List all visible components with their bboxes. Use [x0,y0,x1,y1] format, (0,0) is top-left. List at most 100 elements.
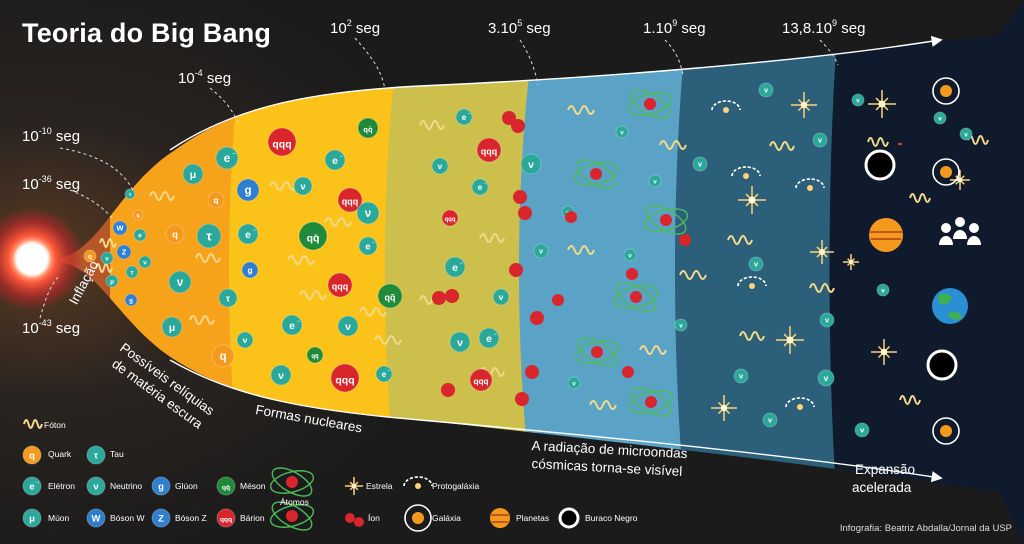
time-t1-base: 10 [22,320,39,337]
svg-text:ν: ν [860,426,864,435]
quark-particle: q [165,224,185,244]
neutrino-particle: ν [762,412,778,428]
boson-z-particle: Z [116,244,132,260]
ion [622,366,634,378]
legend-planets: Planetas [516,513,550,523]
svg-text:q: q [213,195,218,205]
neutrino-particle: ν [293,176,313,196]
leader-t5 [354,37,386,91]
big-bang-core [14,241,50,277]
svg-text:qqq: qqq [342,197,359,207]
photon-wave [659,140,687,150]
photon-wave [479,367,505,377]
svg-text:τ: τ [131,269,134,276]
svg-text:−: − [494,332,498,338]
time-t3-exp: -10 [38,126,52,136]
svg-text:e: e [138,232,142,239]
neutrino-particle: ν [933,111,947,125]
meson-particle: qq̄ [357,117,379,139]
neutrino-particle: ν [356,201,380,225]
ion [441,383,455,397]
svg-text:ν: ν [365,208,371,220]
protogalaxy [785,397,815,410]
svg-text:e: e [452,262,458,274]
neutrino-particle: ν [492,288,510,306]
planet [898,143,902,145]
svg-text:ν: ν [818,136,822,145]
svg-text:ν: ν [572,380,576,387]
photon-wave [189,315,215,325]
photon-wave [269,181,297,191]
svg-text:e: e [365,241,370,252]
neutrino-particle: ν [567,376,581,390]
photon-wave [867,137,889,147]
time-t2-unit: seg [55,176,81,193]
time-t6-unit: seg [526,20,551,37]
legend-star: Estrela [366,481,393,491]
svg-text:τ: τ [129,192,132,198]
legend-boson-w: Bóson W [110,513,145,523]
black-hole [926,349,958,381]
atom [627,89,673,119]
galaxy [932,158,960,186]
photon-wave [419,120,445,130]
legend-black-hole-icon [558,507,580,529]
time-label-t5: 102 seg [330,18,380,37]
photon-wave [95,263,113,273]
legend-atom-icon-1 [269,467,315,497]
svg-text:ν: ν [938,115,942,122]
electron-particle: e − [281,314,303,336]
neutrino-particle: ν [851,93,865,107]
baryon-particle: qqq [469,368,493,392]
protogalaxy [737,276,767,289]
legend-electron-icon: e − [22,476,42,496]
label-expansion-1: Expansão [855,462,916,477]
time-t4-exp: -4 [194,68,203,78]
meson-particle: qq̄ [306,346,324,364]
time-t4-unit: seg [206,70,232,87]
atom [574,337,620,367]
svg-text:q: q [136,213,139,219]
svg-text:e: e [245,229,251,241]
time-t6-base: 3.10 [488,20,518,37]
legend-muon-icon: μ [22,508,42,528]
svg-text:−: − [253,228,257,234]
legend-neutrino-icon: ν [86,476,106,496]
legend-neutrino: Neutrino [110,481,143,491]
time-t8-exp: 9 [832,18,838,28]
legend-galaxy: Galáxia [432,513,461,523]
leader-t7 [664,39,684,76]
page-title: Teoria do Big Bang [22,18,272,48]
neutrino-particle: ν [854,422,870,438]
galaxy [932,417,960,445]
svg-text:τ: τ [226,293,231,304]
photon-wave [287,255,315,265]
electron-particle: e − [444,256,466,278]
leader-t2 [69,189,113,219]
svg-text:ν: ν [698,160,702,169]
svg-text:ν: ν [653,178,657,185]
neutrino-particle: ν [138,255,152,269]
baryon-particle: qqq [330,363,360,393]
svg-text:ν: ν [278,370,284,382]
ion [502,111,516,125]
photon-wave [99,238,117,248]
svg-text:ν: ν [824,373,829,383]
neutrino-particle: ν [615,125,629,139]
neutrino-particle: ν [449,331,471,353]
svg-text:ν: ν [739,372,743,381]
legend-black-hole: Buraco Negro [585,513,638,523]
svg-text:qq̄: qq̄ [385,293,396,303]
ion [518,206,532,220]
photon-wave [567,105,595,115]
svg-text:qq̄: qq̄ [311,354,319,360]
neutrino-particle: ν [431,157,449,175]
leader-t6 [519,39,539,86]
band-ions [384,0,555,544]
atom [613,282,659,312]
star [791,92,817,118]
neutrino-particle: ν [100,251,114,265]
neutrino-particle: ν [692,156,708,172]
legend-galaxy-icon [404,504,432,532]
